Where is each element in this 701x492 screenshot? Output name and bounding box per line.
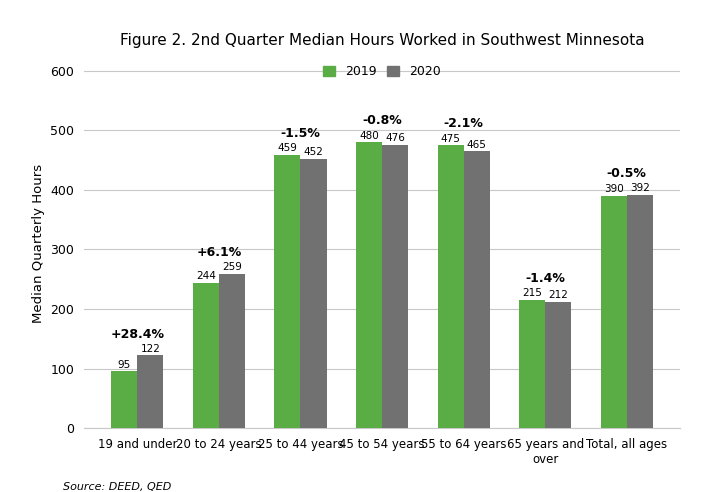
Text: 259: 259 xyxy=(222,262,242,272)
Text: Source: DEED, QED: Source: DEED, QED xyxy=(63,482,172,492)
Text: -0.5%: -0.5% xyxy=(607,167,647,180)
Text: 475: 475 xyxy=(441,133,461,144)
Text: 244: 244 xyxy=(196,271,216,281)
Legend: 2019, 2020: 2019, 2020 xyxy=(323,65,441,78)
Text: -2.1%: -2.1% xyxy=(444,118,484,130)
Text: 476: 476 xyxy=(385,133,405,143)
Bar xyxy=(382,145,408,428)
Text: -0.8%: -0.8% xyxy=(362,115,402,127)
Bar xyxy=(356,142,382,428)
Text: 480: 480 xyxy=(359,130,379,141)
Bar xyxy=(193,283,219,428)
Text: -1.4%: -1.4% xyxy=(525,272,565,285)
Bar xyxy=(601,196,627,428)
Bar xyxy=(274,155,301,428)
Text: 390: 390 xyxy=(604,184,624,194)
Text: 212: 212 xyxy=(548,290,569,300)
Title: Figure 2. 2nd Quarter Median Hours Worked in Southwest Minnesota: Figure 2. 2nd Quarter Median Hours Worke… xyxy=(120,33,644,48)
Bar xyxy=(437,145,463,428)
Bar xyxy=(627,195,653,428)
Bar xyxy=(519,300,545,428)
Text: 215: 215 xyxy=(522,288,542,298)
Text: 452: 452 xyxy=(304,147,323,157)
Bar xyxy=(301,159,327,428)
Text: 465: 465 xyxy=(467,140,486,150)
Text: 95: 95 xyxy=(118,360,131,369)
Text: 459: 459 xyxy=(278,143,297,153)
Bar xyxy=(219,274,245,428)
Text: 122: 122 xyxy=(140,343,161,354)
Bar xyxy=(111,371,137,428)
Bar xyxy=(545,302,571,428)
Bar xyxy=(137,355,163,428)
Text: +6.1%: +6.1% xyxy=(196,246,242,259)
Bar xyxy=(463,152,490,428)
Y-axis label: Median Quarterly Hours: Median Quarterly Hours xyxy=(32,164,45,323)
Text: +28.4%: +28.4% xyxy=(110,328,164,340)
Text: -1.5%: -1.5% xyxy=(280,127,320,140)
Text: 392: 392 xyxy=(630,183,650,193)
